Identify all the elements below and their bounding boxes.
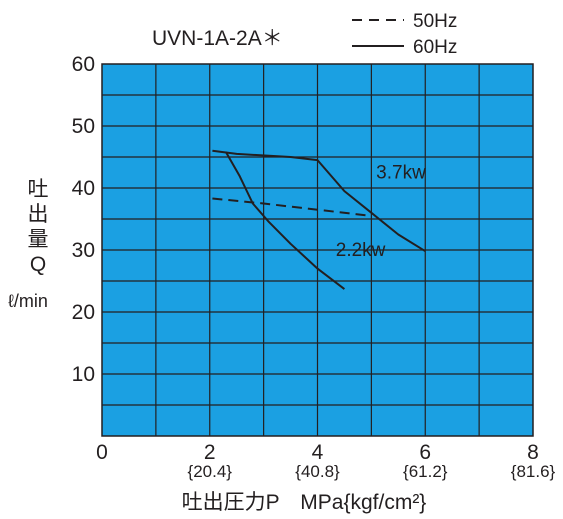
y-axis-label-char: 量 xyxy=(28,228,49,251)
annotations: 3.7kw 2.2kw xyxy=(336,163,426,262)
chart-title: UVN-1A-2A＊ xyxy=(152,27,283,50)
legend-label: 60Hz xyxy=(413,37,457,58)
x-tick-label: 4 xyxy=(312,441,324,464)
y-axis-label-char: 出 xyxy=(28,203,49,226)
x-tick-label: 8 xyxy=(527,441,539,464)
series-layer xyxy=(212,149,426,290)
x-tick-sublabel: {40.8} xyxy=(295,462,340,481)
x-tick-sublabel: {61.2} xyxy=(403,462,448,481)
x-tick-label: 6 xyxy=(419,441,431,464)
x-axis-ticks: 0 2{20.4} 4{40.8} 6{61.2} 8{81.6} xyxy=(96,441,555,481)
x-tick-sublabel: {81.6} xyxy=(511,462,556,481)
y-axis-label-char: 吐 xyxy=(28,178,49,201)
y-axis-ticks: 10 20 30 40 50 60 xyxy=(72,53,95,386)
x-tick-label: 2 xyxy=(204,441,216,464)
y-tick-label: 50 xyxy=(72,115,95,138)
y-axis-unit: ℓ/min xyxy=(8,291,48,311)
y-tick-label: 40 xyxy=(72,177,95,200)
series-60Hz-2.2kw-line xyxy=(225,151,346,290)
annotation-label: 3.7kw xyxy=(376,163,426,184)
y-axis-label-char: Q xyxy=(30,253,46,276)
x-tick-label: 0 xyxy=(96,441,108,464)
y-tick-label: 30 xyxy=(72,239,95,262)
legend: 50Hz 60Hz xyxy=(352,11,457,58)
grid xyxy=(102,64,533,436)
series-60Hz-3.7kw-line xyxy=(212,149,426,253)
x-axis-label: 吐出圧力P MPa{kgf/cm²} xyxy=(182,491,427,514)
series-50Hz-line xyxy=(212,197,372,217)
y-tick-label: 10 xyxy=(72,363,95,386)
annotation-label: 2.2kw xyxy=(336,240,386,261)
y-tick-label: 60 xyxy=(72,53,95,76)
y-tick-label: 20 xyxy=(72,301,95,324)
legend-label: 50Hz xyxy=(413,11,457,32)
x-tick-sublabel: {20.4} xyxy=(188,462,233,481)
